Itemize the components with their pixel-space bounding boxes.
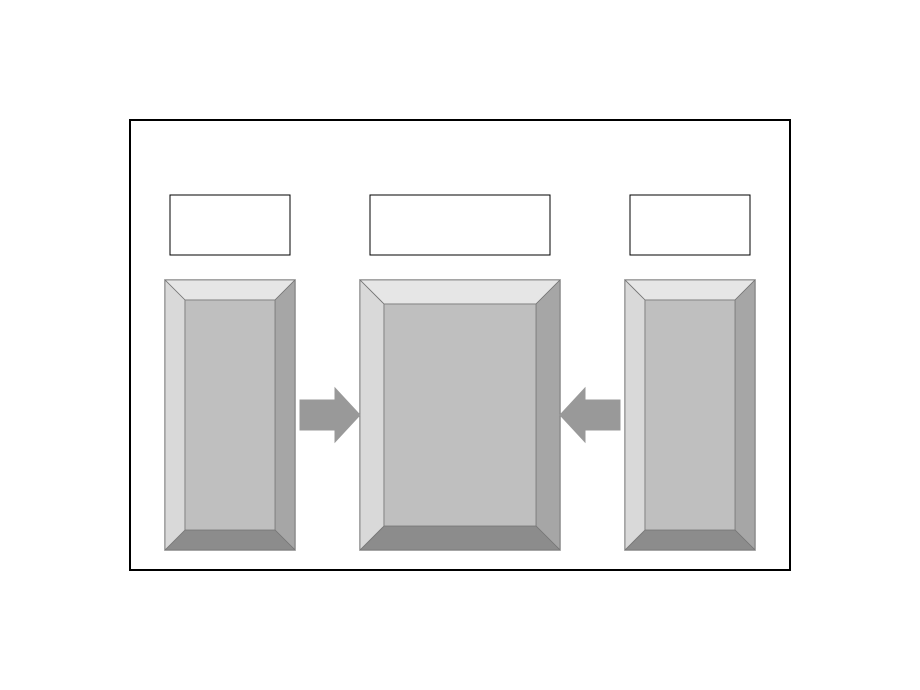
label-right <box>630 195 750 255</box>
box-left <box>165 280 295 550</box>
box-right <box>625 280 755 550</box>
label-center <box>370 195 550 255</box>
box-center <box>360 280 560 550</box>
label-left <box>170 195 290 255</box>
